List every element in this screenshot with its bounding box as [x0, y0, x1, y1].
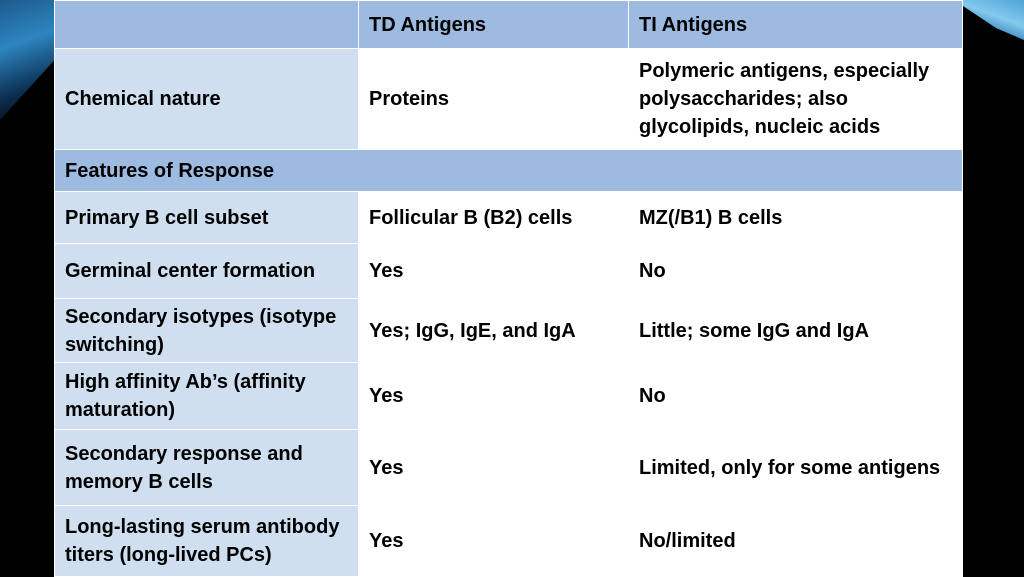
table-row: Primary B cell subset Follicular B (B2) …: [54, 191, 963, 244]
row-label: Chemical nature: [54, 48, 359, 150]
table-row: Chemical nature Proteins Polymeric antig…: [54, 48, 963, 150]
td-cell: Yes: [358, 243, 629, 299]
row-label: Secondary isotypes (isotype switching): [54, 298, 359, 363]
row-label: Long-lasting serum antibody titers (long…: [54, 505, 359, 577]
ti-cell: Limited, only for some antigens: [628, 429, 963, 506]
row-label: Germinal center formation: [54, 243, 359, 299]
ti-cell: No/limited: [628, 505, 963, 577]
header-row: TD Antigens TI Antigens: [54, 0, 963, 49]
ti-cell: Polymeric antigens, especially polysacch…: [628, 48, 963, 150]
table-row: Secondary response and memory B cells Ye…: [54, 429, 963, 506]
decorative-right-stripe: [954, 0, 1024, 40]
header-empty-cell: [54, 0, 359, 49]
decorative-left-stripe: [0, 0, 60, 120]
ti-cell: No: [628, 362, 963, 430]
ti-cell: Little; some IgG and IgA: [628, 298, 963, 363]
td-cell: Yes: [358, 505, 629, 577]
td-cell: Yes; IgG, IgE, and IgA: [358, 298, 629, 363]
td-cell: Yes: [358, 362, 629, 430]
table-row: High affinity Ab’s (affinity maturation)…: [54, 362, 963, 430]
table-row: Secondary isotypes (isotype switching) Y…: [54, 298, 963, 363]
row-label: High affinity Ab’s (affinity maturation): [54, 362, 359, 430]
row-label: Primary B cell subset: [54, 191, 359, 244]
section-title: Features of Response: [54, 149, 963, 192]
td-cell: Proteins: [358, 48, 629, 150]
table-row: Germinal center formation Yes No: [54, 243, 963, 299]
header-td-antigens: TD Antigens: [358, 0, 629, 49]
header-ti-antigens: TI Antigens: [628, 0, 963, 49]
ti-cell: MZ(/B1) B cells: [628, 191, 963, 244]
antigen-comparison-table: TD Antigens TI Antigens Chemical nature …: [54, 0, 963, 577]
td-cell: Yes: [358, 429, 629, 506]
ti-cell: No: [628, 243, 963, 299]
table-row: Long-lasting serum antibody titers (long…: [54, 505, 963, 577]
section-row: Features of Response: [54, 149, 963, 192]
td-cell: Follicular B (B2) cells: [358, 191, 629, 244]
row-label: Secondary response and memory B cells: [54, 429, 359, 506]
